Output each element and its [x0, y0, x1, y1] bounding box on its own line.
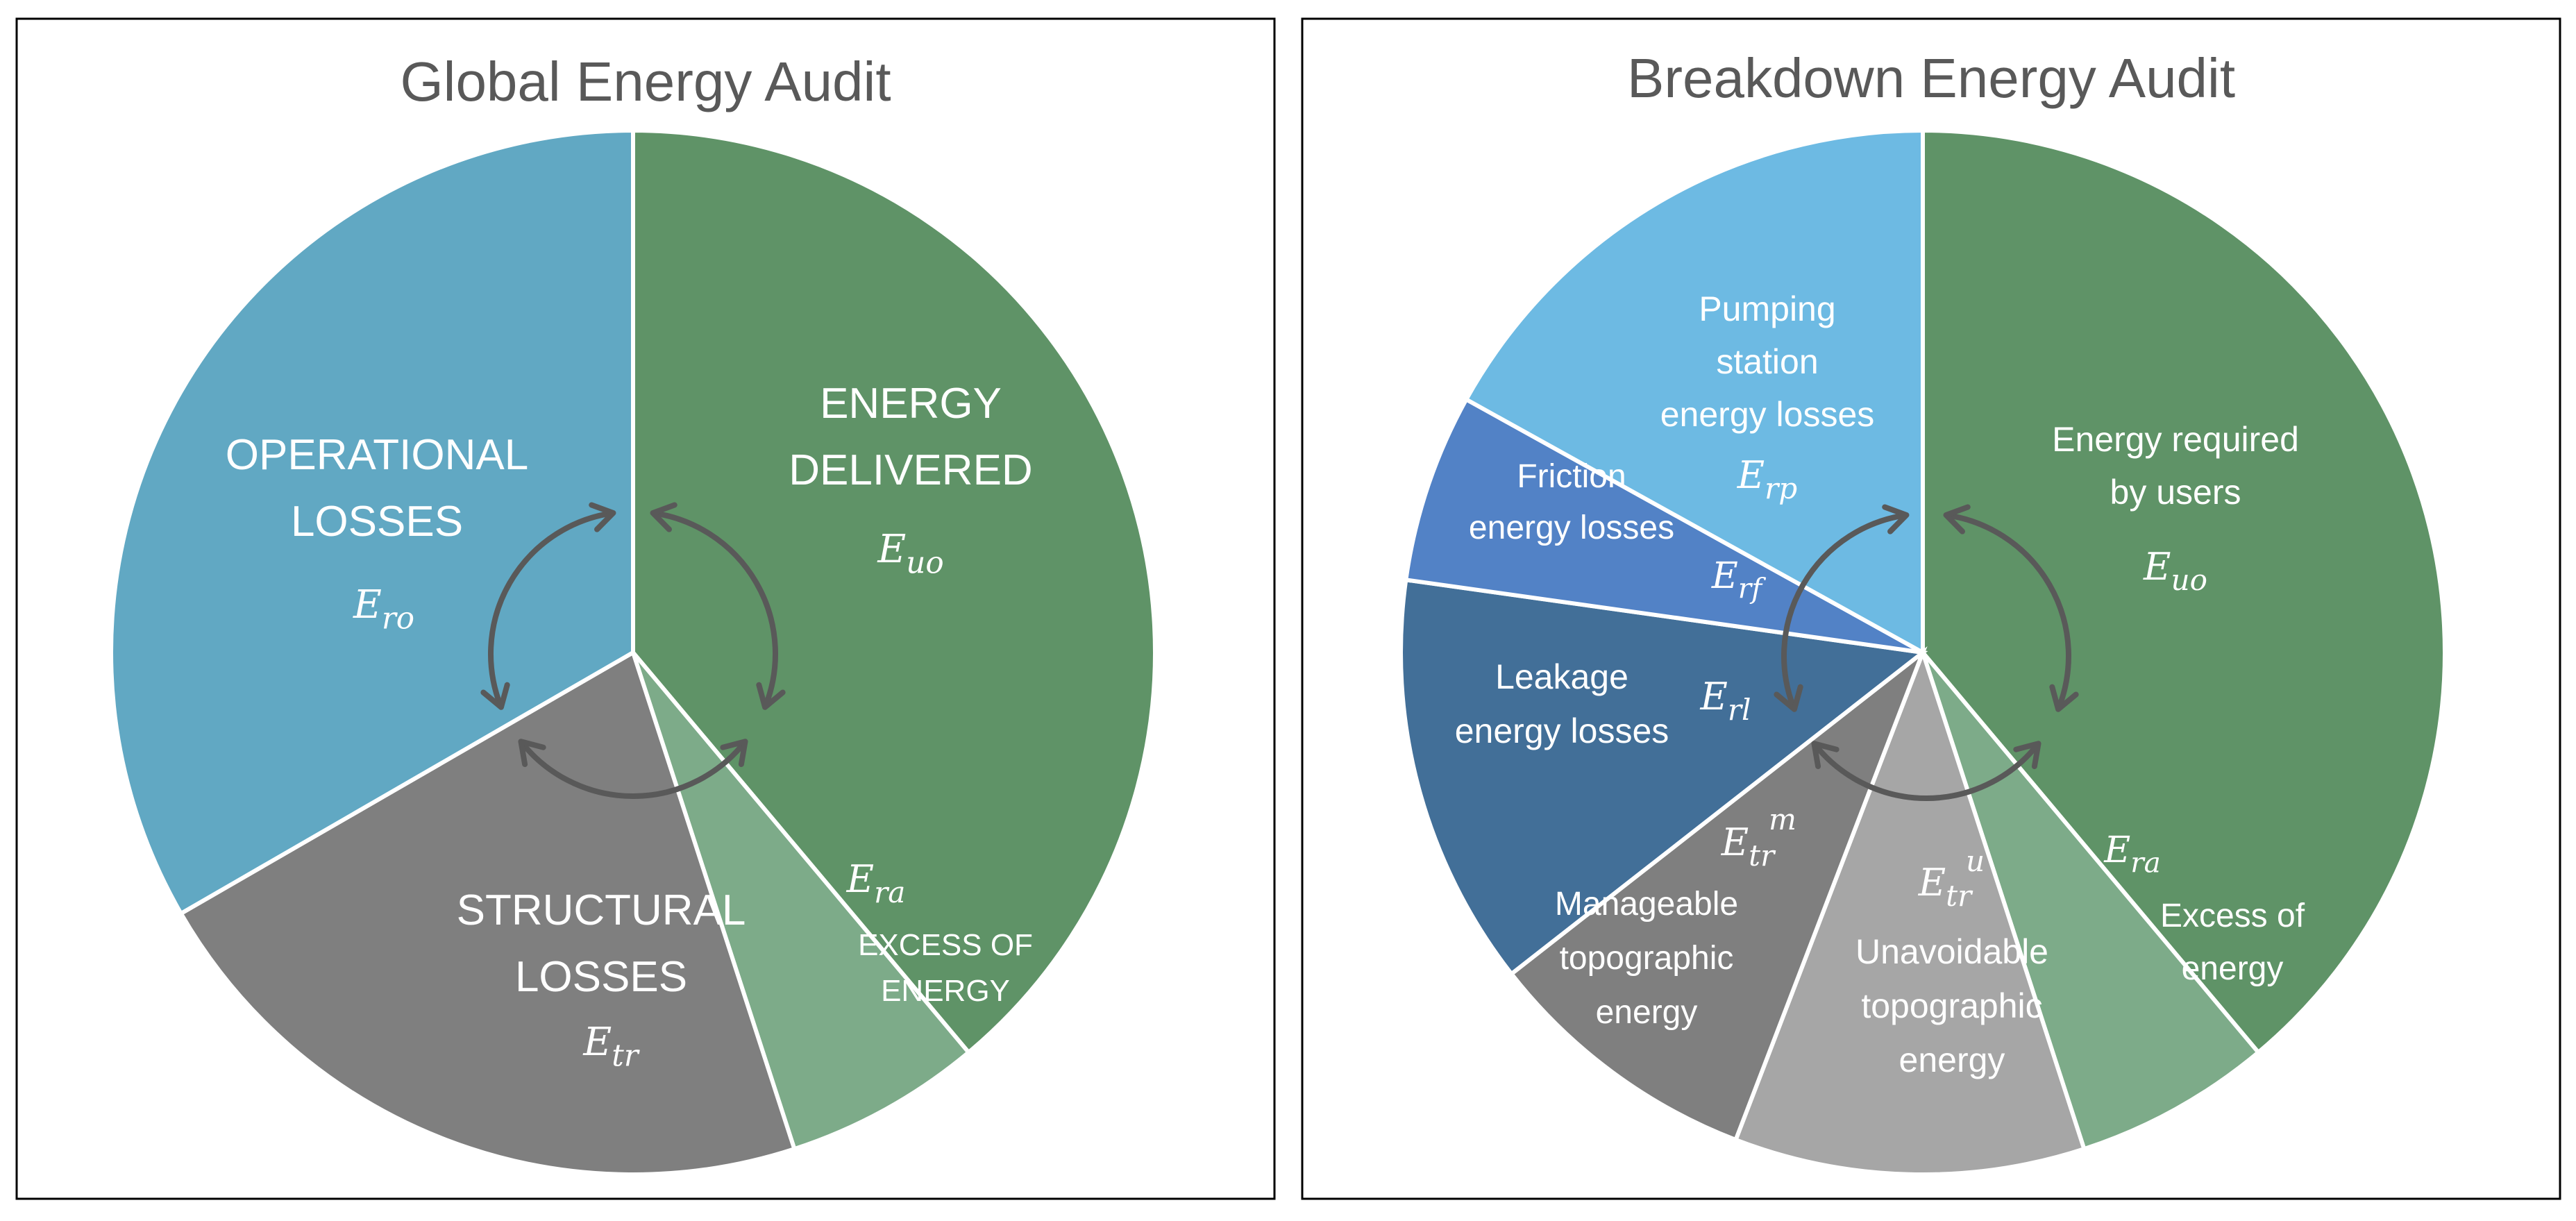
label-line: topographic: [1560, 940, 1734, 977]
slice-manageable-topographic-energy: [1508, 646, 1928, 1143]
cycle-arrowhead: [2049, 684, 2079, 712]
cycle-arrowhead: [1943, 504, 1971, 534]
cycle-arc: [519, 739, 748, 799]
label-line: EXCESS OF: [858, 928, 1033, 962]
slice-pumping-station-energy-losses: [1463, 128, 1925, 657]
label-excess-of-energy: Excess of energy Era: [2103, 830, 2305, 987]
label-line: energy losses: [1469, 510, 1674, 546]
label-line: topographic: [1861, 986, 2042, 1025]
slice-energy-required-by-users: [1921, 128, 2448, 1056]
label-line: OPERATIONAL: [226, 431, 528, 479]
symbol-manageable-topographic-energy: Etr: [1721, 820, 1776, 873]
global-pie-chart: [109, 128, 1158, 1177]
symbol-superscript: u: [1966, 844, 1985, 878]
cycle-arc: [488, 510, 614, 709]
label-leakage-energy-losses: Leakage energy losses Erl: [1455, 657, 1751, 750]
breakdown-panel-title: Breakdown Energy Audit: [1627, 47, 2235, 109]
global-panel-title: Global Energy Audit: [400, 51, 891, 112]
cycle-arrowhead: [756, 682, 786, 710]
label-line: energy losses: [1455, 711, 1669, 750]
label-line: Leakage: [1495, 657, 1628, 696]
label-line: STRUCTURAL: [457, 886, 746, 934]
cycle-arrowhead: [1882, 504, 1910, 534]
global-cycle-arrows: [480, 502, 786, 799]
label-line: DELIVERED: [789, 446, 1032, 494]
cycle-arrowhead: [1774, 684, 1803, 712]
label-energy-required-by-users: Energy required by users Euo: [2052, 420, 2299, 597]
label-energy-delivered: ENERGY DELIVERED Euo: [789, 380, 1032, 581]
cycle-arrowhead: [650, 502, 677, 532]
breakdown-pie-labels: Energy required by users Euo Excess of energ…: [1455, 289, 2305, 1079]
symbol-friction-energy-losses: Erf: [1711, 555, 1766, 605]
label-friction-energy-losses: Friction energy losses Erf: [1469, 458, 1766, 605]
slice-unavoidable-topographic-energy: [1733, 646, 2087, 1177]
symbol-energy-delivered: Euo: [877, 527, 943, 581]
label-structural-losses: STRUCTURAL LOSSES Etr: [457, 886, 746, 1074]
label-line: Energy required: [2052, 420, 2299, 459]
symbol-pumping-station-energy-losses: Erp: [1737, 453, 1798, 505]
label-line: Friction: [1517, 458, 1626, 495]
symbol-leakage-energy-losses: Erl: [1699, 675, 1751, 727]
symbol-excess-of-energy: Era: [846, 857, 906, 909]
label-line: energy: [1596, 994, 1698, 1031]
symbol-structural-losses: Etr: [582, 1020, 640, 1074]
symbol-superscript: m: [1769, 802, 1796, 836]
slice-structural-losses: [178, 649, 798, 1177]
cycle-arc: [652, 510, 778, 709]
cycle-arrowhead: [1811, 741, 1840, 770]
symbol-operational-losses: Ero: [353, 582, 414, 637]
global-energy-audit-panel: Global Energy Audit ENERGY DELIVERED Euo EX…: [15, 17, 1276, 1200]
label-line: LOSSES: [515, 953, 687, 1001]
cycle-arrowhead: [480, 682, 510, 710]
label-line: station: [1716, 342, 1818, 381]
label-line: energy losses: [1660, 395, 1875, 434]
label-line: Excess of: [2160, 898, 2305, 934]
cycle-arrowhead: [589, 502, 616, 532]
label-operational-losses: OPERATIONAL LOSSES Ero: [226, 431, 528, 637]
symbol-energy-required-by-users: Euo: [2143, 545, 2207, 597]
global-pie-labels: ENERGY DELIVERED Euo EXCESS OF ENERGY Era STRU…: [226, 380, 1033, 1074]
label-line: energy: [1899, 1041, 2005, 1079]
label-pumping-station-energy-losses: Pumping station energy losses Erp: [1660, 289, 1875, 505]
label-line: LOSSES: [291, 498, 463, 546]
slice-friction-energy-losses: [1403, 396, 1924, 655]
label-line: Unavoidable: [1855, 932, 2048, 971]
slice-excess-of-energy: [631, 651, 972, 1152]
symbol-unavoidable-topographic-energy: Etr: [1918, 861, 1973, 913]
cycle-arc: [1812, 741, 2041, 801]
label-excess-of-energy: EXCESS OF ENERGY Era: [846, 857, 1033, 1008]
symbol-excess-of-energy: Era: [2103, 830, 2161, 879]
label-line: by users: [2110, 473, 2241, 512]
cycle-arrowhead: [720, 739, 748, 768]
label-line: energy: [2182, 950, 2284, 987]
cycle-arc: [1945, 512, 2071, 711]
slice-energy-delivered: [631, 128, 1158, 1056]
breakdown-cycle-arrows: [1774, 504, 2079, 801]
label-line: Pumping: [1699, 289, 1835, 328]
label-line: ENERGY: [881, 974, 1010, 1008]
label-line: Manageable: [1555, 886, 1738, 923]
slice-operational-losses: [109, 128, 635, 917]
label-line: ENERGY: [820, 380, 1002, 428]
slice-leakage-energy-losses: [1399, 577, 1928, 977]
cycle-arc: [1781, 512, 1908, 711]
breakdown-energy-audit-panel: Breakdown Energy Audit Energy required by…: [1301, 17, 2561, 1200]
cycle-arrowhead: [518, 739, 546, 768]
cycle-arrowhead: [2013, 741, 2042, 770]
